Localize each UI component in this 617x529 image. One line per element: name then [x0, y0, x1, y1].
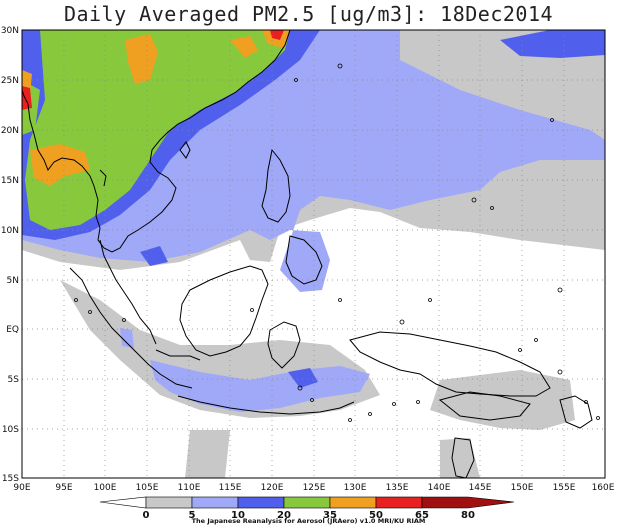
lon-label: 155E — [553, 483, 576, 493]
lon-label: 100E — [94, 483, 117, 493]
orange-pm-region — [22, 30, 290, 186]
colorbar-segment-2 — [191, 496, 239, 509]
lat-label: 10N — [1, 226, 19, 236]
colorbar-label: 35 — [323, 510, 337, 521]
colorbar-label: 0 — [143, 510, 150, 521]
lon-label: 160E — [592, 483, 615, 493]
lon-label: 145E — [469, 483, 492, 493]
colorbar-label: 80 — [461, 510, 475, 521]
plot-frame — [21, 29, 606, 479]
colorbar-label: 10 — [231, 510, 245, 521]
lon-label: 115E — [219, 483, 242, 493]
lat-label: 5S — [8, 375, 20, 385]
map-title: Daily Averaged PM2.5 [ug/m3]: 18Dec2014 — [63, 2, 554, 26]
colorbar-segment-5 — [329, 496, 377, 509]
colorbar-segment-0 — [99, 496, 147, 509]
colorbar-segment-6 — [375, 496, 423, 509]
lon-label: 110E — [178, 483, 201, 493]
lat-label: 15S — [2, 474, 19, 484]
lon-label: 140E — [428, 483, 451, 493]
colorbar-segment-3 — [237, 496, 285, 509]
lon-label: 90E — [13, 483, 30, 493]
colorbar-segment-1 — [145, 496, 193, 509]
islands — [74, 63, 600, 422]
lat-label: 30N — [1, 26, 19, 36]
red-pm-region — [22, 30, 284, 110]
lat-label: 10S — [2, 425, 19, 435]
lon-label: 105E — [136, 483, 159, 493]
lat-label: 5N — [7, 276, 19, 286]
map-grid — [22, 30, 605, 478]
lon-label: 125E — [303, 483, 326, 493]
lon-label: 130E — [344, 483, 367, 493]
lon-label: 150E — [511, 483, 534, 493]
lat-label: EQ — [6, 325, 19, 335]
lat-label: 25N — [1, 76, 19, 86]
credit-text: The Japanese Reanalysis for Aerosol (JRA… — [191, 517, 426, 525]
colorbar-label: 5 — [189, 510, 196, 521]
colorbar: 0 5 10 20 35 50 65 80 — [99, 496, 515, 521]
colorbar-label: 20 — [277, 510, 291, 521]
colorbar-segment-7 — [421, 496, 515, 509]
lon-label: 120E — [261, 483, 284, 493]
longitude-labels: 90E 95E 100E 105E 110E 115E 120E 125E 13… — [13, 483, 614, 493]
coastlines — [22, 30, 593, 478]
lon-label: 135E — [386, 483, 409, 493]
colorbar-label: 65 — [415, 510, 429, 521]
colorbar-label: 50 — [369, 510, 383, 521]
lat-label: 20N — [1, 126, 19, 136]
lon-label: 95E — [55, 483, 72, 493]
colorbar-segment-4 — [283, 496, 331, 509]
latitude-labels: 30N 25N 20N 15N 10N 5N EQ 5S 10S 15S — [1, 26, 19, 484]
lat-label: 15N — [1, 176, 19, 186]
